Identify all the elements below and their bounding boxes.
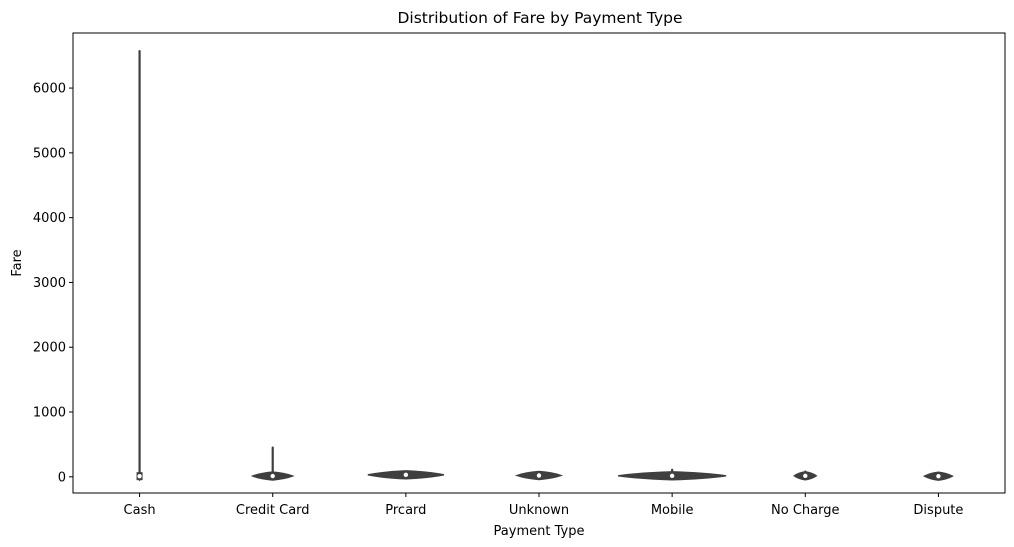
plot-area (136, 50, 954, 482)
x-tick-label: Credit Card (236, 503, 310, 518)
y-tick-label: 2000 (33, 341, 66, 356)
median-point (802, 472, 809, 479)
y-tick-label: 3000 (33, 276, 66, 291)
x-tick-label: Dispute (913, 503, 963, 518)
x-axis: Cash Credit Card Prcard Unknown Mobile No Cha… (124, 493, 963, 518)
median-point (136, 473, 143, 480)
x-tick-label: Mobile (651, 503, 694, 518)
y-tick-label: 1000 (33, 406, 66, 421)
x-tick-label: Cash (124, 503, 156, 518)
violin-prcard (367, 470, 444, 480)
x-axis-label: Payment Type (494, 524, 585, 539)
violin-credit-card (250, 446, 295, 481)
axes-frame (72, 32, 1006, 494)
y-tick-label: 0 (58, 470, 66, 485)
x-tick-label: No Charge (771, 503, 839, 518)
x-tick-label: Unknown (509, 503, 569, 518)
violin-no-charge (793, 470, 818, 481)
median-point (669, 472, 676, 479)
median-point (536, 472, 543, 479)
y-tick-label: 4000 (33, 211, 66, 226)
median-point (402, 471, 409, 478)
violin-mobile (618, 468, 727, 481)
median-point (269, 473, 276, 480)
y-tick-label: 5000 (33, 146, 66, 161)
median-point (935, 473, 942, 480)
violin-dispute (922, 471, 954, 481)
chart-title: Distribution of Fare by Payment Type (397, 9, 682, 27)
x-tick-label: Prcard (385, 503, 426, 518)
y-axis-label: Fare (10, 249, 25, 276)
y-axis: 0 1000 2000 3000 4000 5000 6000 (33, 82, 73, 485)
violin-unknown (514, 470, 564, 481)
violin-cash (136, 50, 143, 482)
y-tick-label: 6000 (33, 82, 66, 97)
